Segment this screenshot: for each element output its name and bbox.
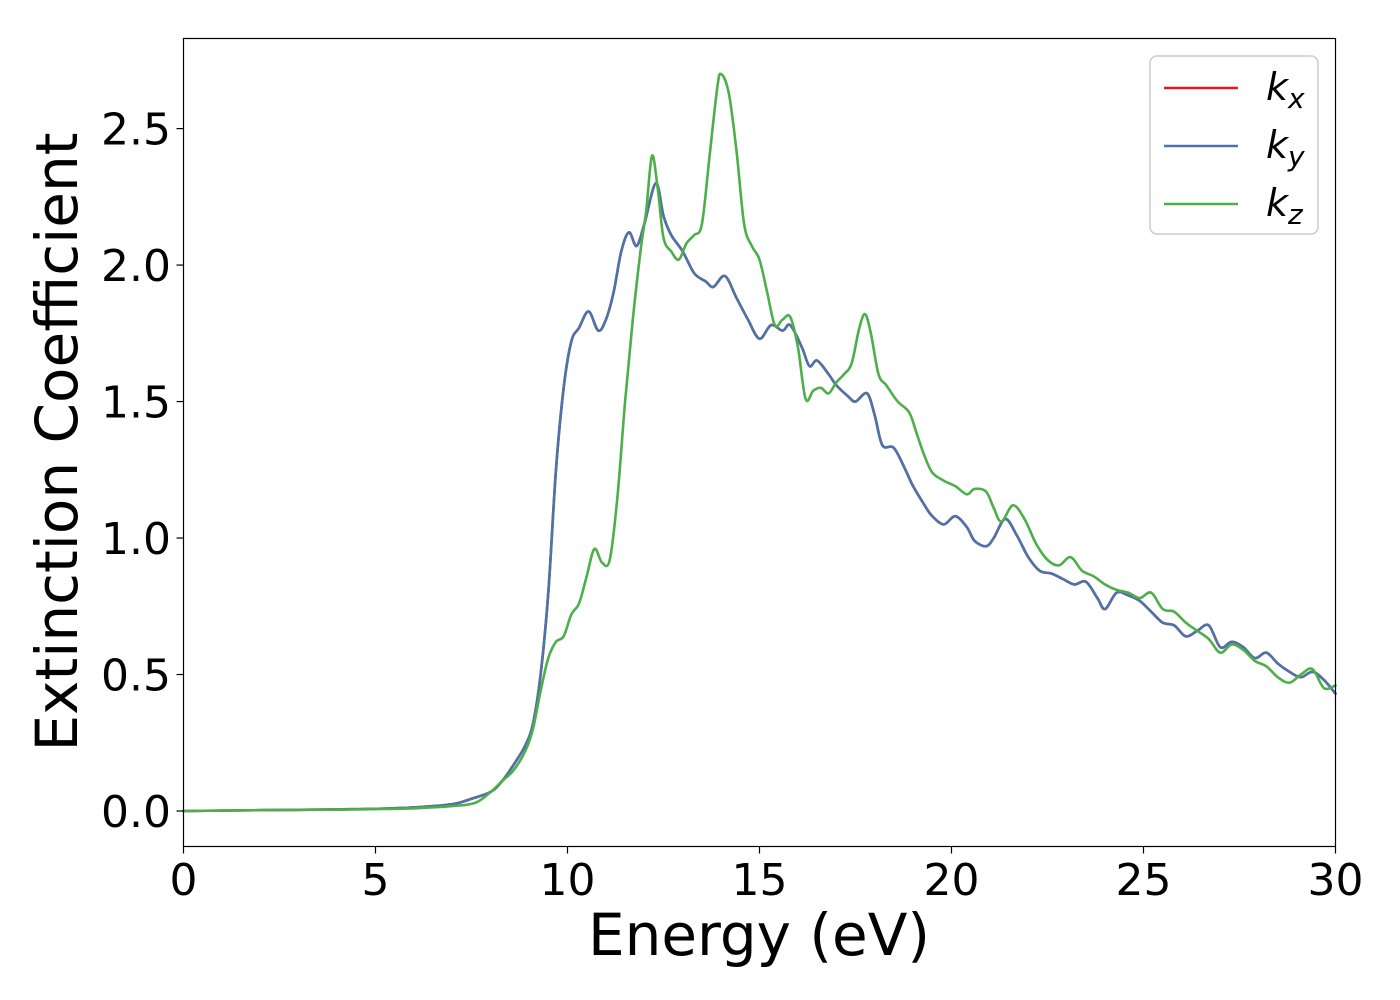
x-tick-label: 5	[362, 855, 390, 906]
series-line-x	[182, 181, 1337, 813]
series-line-z	[182, 72, 1337, 813]
y-tick-label: 1.5	[101, 378, 171, 429]
y-axis-title: Extinction Coefficient	[23, 133, 91, 752]
x-tick-label: 20	[924, 855, 980, 906]
y-tick-label: 2.5	[101, 105, 171, 156]
x-tick-label: 25	[1116, 855, 1172, 906]
y-tick-label: 1.0	[101, 514, 171, 565]
series-layer	[182, 72, 1337, 813]
series-line-y	[182, 181, 1337, 813]
x-tick-label: 10	[540, 855, 596, 906]
x-tick-label: 15	[732, 855, 788, 906]
x-tick-label: 30	[1308, 855, 1364, 906]
y-axis-ticks: 0.0 0.5 1.0 1.5 2.0 2.5	[101, 105, 184, 838]
x-tick-label: 0	[170, 855, 198, 906]
y-tick-label: 0.5	[101, 651, 171, 702]
y-tick-label: 2.0	[101, 241, 171, 292]
y-tick-label: 0.0	[101, 787, 171, 838]
x-axis-ticks: 0 5 10 15 20 25 30	[170, 846, 1364, 906]
x-axis-title: Energy (eV)	[588, 901, 930, 969]
